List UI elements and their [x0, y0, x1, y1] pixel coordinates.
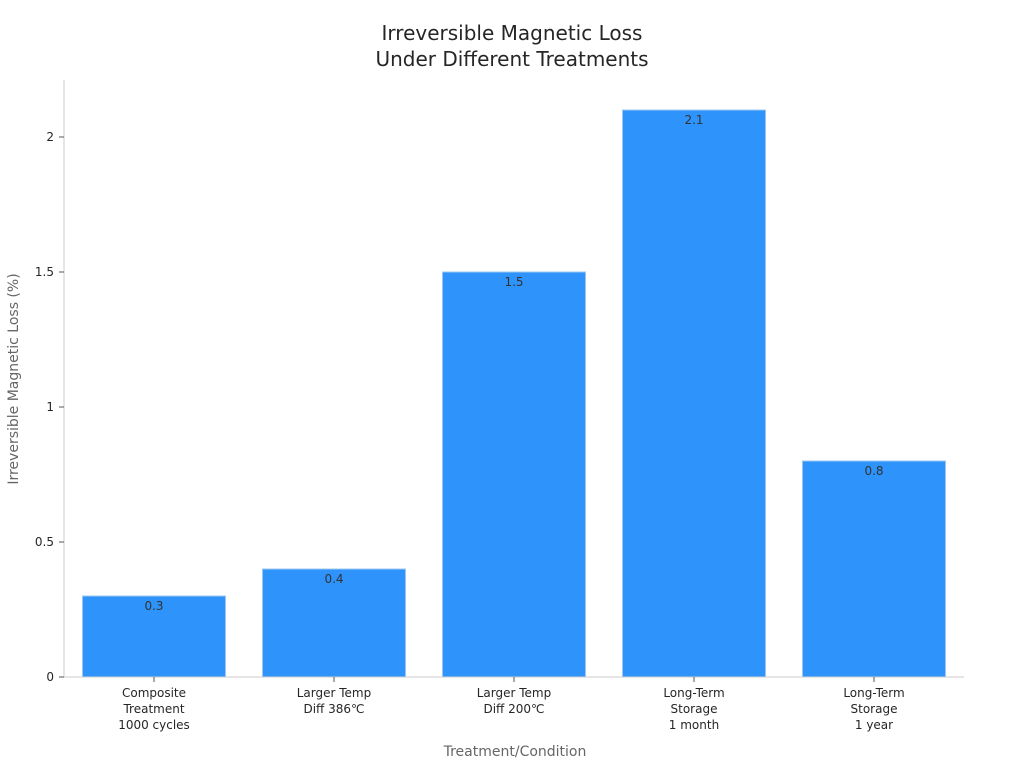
x-tick-label-2: Larger Temp Diff 200℃ — [477, 686, 552, 716]
bar-3 — [622, 109, 766, 678]
x-tick-label-line: 1000 cycles — [118, 718, 190, 732]
x-tick-label-line: Larger Temp — [477, 686, 552, 700]
bar-0 — [82, 595, 226, 678]
bar-2 — [442, 271, 586, 678]
y-ticks-group: 0 0.5 1 1.5 2 — [35, 130, 64, 684]
data-label-2: 1.5 — [504, 275, 523, 289]
x-tick-label-4: Long-Term Storage 1 year — [843, 686, 904, 732]
x-tick-label-line: Long-Term — [663, 686, 724, 700]
x-ticks-group: Composite Treatment 1000 cycles Larger Temp… — [118, 677, 905, 732]
bar-1 — [262, 568, 406, 678]
data-label-1: 0.4 — [324, 572, 343, 586]
chart-title-line-1: Irreversible Magnetic Loss — [382, 21, 643, 45]
y-tick-label-4: 2 — [46, 130, 54, 144]
data-label-3: 2.1 — [684, 113, 703, 127]
x-tick-label-line: Larger Temp — [297, 686, 372, 700]
y-tick-label-2: 1 — [46, 400, 54, 414]
x-tick-label-1: Larger Temp Diff 386℃ — [297, 686, 372, 716]
x-tick-label-line: Composite — [122, 686, 186, 700]
y-tick-label-1: 0.5 — [35, 535, 54, 549]
x-axis-label: Treatment/Condition — [443, 744, 587, 760]
x-tick-label-0: Composite Treatment 1000 cycles — [118, 686, 190, 732]
x-tick-label-3: Long-Term Storage 1 month — [663, 686, 724, 732]
bar-4 — [802, 460, 946, 678]
data-label-0: 0.3 — [144, 599, 163, 613]
x-tick-label-line: 1 year — [855, 718, 893, 732]
y-axis-label: Irreversible Magnetic Loss (%) — [6, 273, 22, 484]
y-tick-label-3: 1.5 — [35, 265, 54, 279]
x-tick-label-line: Storage — [851, 702, 898, 716]
y-tick-label-0: 0 — [46, 670, 54, 684]
x-tick-label-line: Long-Term — [843, 686, 904, 700]
chart-title-line-2: Under Different Treatments — [375, 47, 648, 71]
x-tick-label-line: Diff 386℃ — [303, 702, 364, 716]
x-tick-label-line: Treatment — [122, 702, 184, 716]
data-labels-group: 0.3 0.4 1.5 2.1 0.8 — [144, 113, 883, 613]
x-tick-label-line: Diff 200℃ — [483, 702, 544, 716]
x-tick-label-line: Storage — [671, 702, 718, 716]
bars-group — [82, 109, 946, 678]
data-label-4: 0.8 — [864, 464, 883, 478]
x-tick-label-line: 1 month — [669, 718, 719, 732]
